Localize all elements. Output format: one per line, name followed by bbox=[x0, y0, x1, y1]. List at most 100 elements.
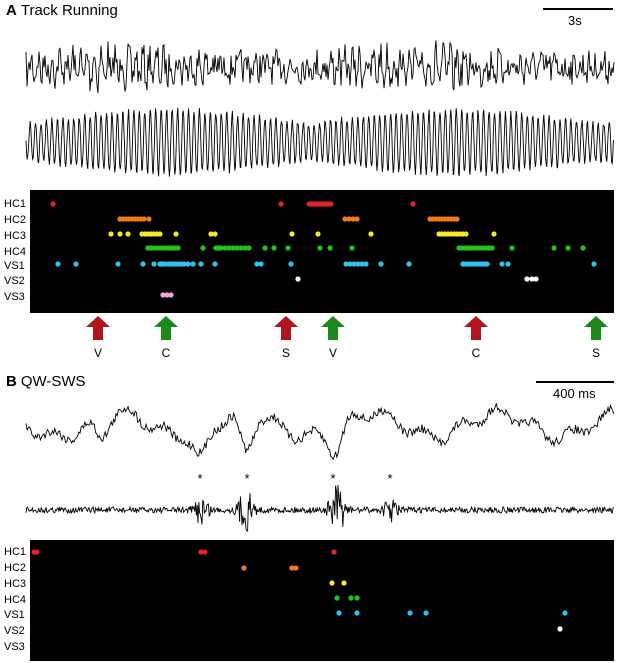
panel-b-title: QW-SWS bbox=[20, 373, 86, 390]
spike-dot bbox=[289, 231, 295, 237]
panel-b-heading: B QW-SWS bbox=[6, 373, 86, 390]
panel-a-scale-bar bbox=[543, 8, 613, 10]
spike-dot bbox=[317, 245, 323, 251]
row-label-hc3: HC3 bbox=[4, 578, 27, 590]
spike-dot bbox=[208, 231, 214, 237]
spike-dot bbox=[410, 201, 416, 207]
spike-dot bbox=[246, 245, 252, 251]
spike-dot bbox=[524, 276, 530, 282]
spike-dot bbox=[463, 231, 469, 237]
spike-dot bbox=[329, 580, 335, 586]
row-label-hc4: HC4 bbox=[4, 594, 27, 606]
sharp-wave-marker: * bbox=[387, 471, 393, 486]
panel-a-trace-1 bbox=[25, 40, 615, 94]
spike-dot bbox=[355, 261, 361, 267]
panel-b-scale-label: 400 ms bbox=[553, 386, 596, 401]
spike-dot bbox=[226, 245, 232, 251]
spike-dot bbox=[551, 245, 557, 251]
arrow-up-icon bbox=[274, 316, 298, 340]
spike-dot bbox=[489, 245, 495, 251]
panel-b-raster bbox=[30, 540, 614, 661]
spike-dot bbox=[234, 245, 240, 251]
arrow-up-icon bbox=[464, 316, 488, 340]
spike-dot bbox=[327, 245, 333, 251]
spike-dot bbox=[533, 276, 539, 282]
arrow-up-icon bbox=[86, 316, 110, 340]
spike-dot bbox=[202, 549, 208, 555]
spike-dot bbox=[222, 245, 228, 251]
spike-dot bbox=[562, 610, 568, 616]
arrow-label: C bbox=[471, 346, 481, 360]
spike-dot bbox=[591, 261, 597, 267]
spike-dot bbox=[331, 549, 337, 555]
spike-dot bbox=[254, 261, 260, 267]
sharp-wave-marker: * bbox=[330, 471, 336, 486]
spike-dot bbox=[146, 216, 152, 222]
spike-dot bbox=[336, 610, 342, 616]
row-label-vs2: VS2 bbox=[4, 625, 25, 637]
spike-dot bbox=[151, 261, 157, 267]
spike-dot bbox=[164, 292, 170, 298]
panel-b-scale-bar bbox=[536, 381, 614, 383]
panel-a-trace-2 bbox=[25, 107, 614, 177]
spike-dot bbox=[407, 610, 413, 616]
sharp-wave-marker: * bbox=[244, 471, 250, 486]
spike-dot bbox=[342, 216, 348, 222]
spike-dot bbox=[557, 626, 563, 632]
spike-dot bbox=[238, 245, 244, 251]
spike-dot bbox=[198, 549, 204, 555]
spike-dot bbox=[198, 261, 204, 267]
arrow-label: V bbox=[93, 346, 102, 360]
row-label-vs2: VS2 bbox=[4, 275, 25, 287]
panel-a-raster-spikes bbox=[50, 201, 597, 298]
spike-dot bbox=[73, 261, 79, 267]
spike-dot bbox=[140, 261, 146, 267]
spike-dot bbox=[423, 610, 429, 616]
spike-dot bbox=[354, 610, 360, 616]
arrow-label: C bbox=[161, 346, 171, 360]
spike-dot bbox=[289, 565, 295, 571]
spike-dot bbox=[141, 216, 147, 222]
spike-dot bbox=[218, 245, 224, 251]
spike-dot bbox=[241, 565, 247, 571]
panel-a-scale-label: 3s bbox=[568, 13, 582, 28]
spike-dot bbox=[212, 261, 218, 267]
row-label-hc3: HC3 bbox=[4, 230, 27, 242]
arrow-up-icon bbox=[584, 316, 608, 340]
spike-dot bbox=[529, 276, 535, 282]
arrow-up-icon bbox=[321, 316, 345, 340]
spike-dot bbox=[328, 201, 334, 207]
panel-a-raster bbox=[30, 190, 614, 313]
spike-dot bbox=[50, 201, 56, 207]
spike-dot bbox=[117, 231, 123, 237]
spike-dot bbox=[200, 245, 206, 251]
spike-dot bbox=[565, 245, 571, 251]
spike-dot bbox=[288, 261, 294, 267]
waveform-line bbox=[25, 403, 615, 461]
spike-dot bbox=[491, 231, 497, 237]
spike-dot bbox=[348, 595, 354, 601]
spike-dot bbox=[293, 565, 299, 571]
spike-dot bbox=[354, 216, 360, 222]
panel-b-trace-2 bbox=[25, 484, 614, 532]
spike-dot bbox=[55, 261, 61, 267]
spike-dot bbox=[285, 245, 291, 251]
spike-dot bbox=[509, 245, 515, 251]
panel-a-letter: A bbox=[6, 2, 17, 19]
waveform-line bbox=[25, 40, 615, 94]
spike-dot bbox=[168, 292, 174, 298]
spike-dot bbox=[351, 261, 357, 267]
spike-dot bbox=[190, 261, 196, 267]
spike-dot bbox=[349, 245, 355, 251]
spike-dot bbox=[157, 231, 163, 237]
spike-dot bbox=[271, 245, 277, 251]
spike-dot bbox=[343, 261, 349, 267]
panel-b-raster-spikes bbox=[31, 549, 568, 632]
spike-dot bbox=[214, 245, 220, 251]
spike-dot bbox=[278, 201, 284, 207]
spike-dot bbox=[484, 261, 490, 267]
arrow-label: S bbox=[281, 346, 290, 360]
spike-dot bbox=[346, 216, 352, 222]
spike-dot bbox=[350, 216, 356, 222]
panel-b-letter: B bbox=[6, 373, 17, 390]
